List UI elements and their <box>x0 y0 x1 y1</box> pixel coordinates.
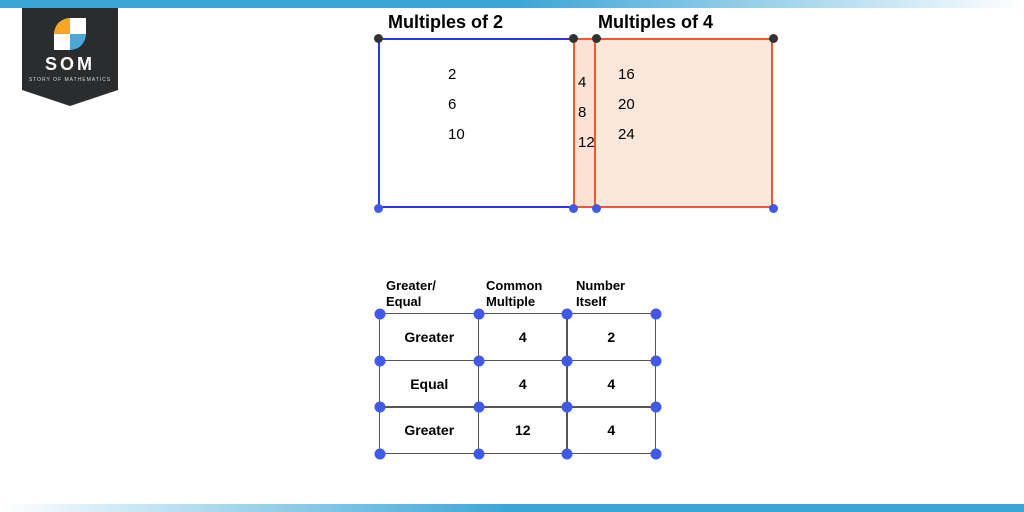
table-node-dot <box>650 448 661 459</box>
table-node-dot <box>375 355 386 366</box>
venn-corner-dot <box>592 204 601 213</box>
venn-overlap-values: 4 8 12 <box>578 68 595 158</box>
table-cell: 4 <box>478 360 568 408</box>
table-cell: Equal <box>379 360 479 408</box>
table-node-dot <box>650 402 661 413</box>
venn-corner-dot <box>569 204 578 213</box>
table-header-cell: Number Itself <box>570 278 660 310</box>
table-node-dot <box>650 355 661 366</box>
table-node-dot <box>562 448 573 459</box>
logo-subtitle: STORY OF MATHEMATICS <box>22 77 118 83</box>
venn-left-box <box>378 38 596 208</box>
logo-text: SOM <box>22 54 118 75</box>
table-header-cell: Greater/ Equal <box>380 278 480 310</box>
venn-left-values: 2 6 10 <box>448 60 465 150</box>
top-accent-bar <box>0 0 1024 8</box>
table-row: Equal44 <box>380 361 680 408</box>
venn-corner-dot <box>769 34 778 43</box>
table-row: Greater124 <box>380 407 680 454</box>
table-node-dot <box>562 402 573 413</box>
table-node-dot <box>473 355 484 366</box>
venn-diagram: Multiples of 2 Multiples of 4 2 6 10 4 8… <box>378 20 798 240</box>
venn-corner-dot <box>592 34 601 43</box>
table-node-dot <box>473 402 484 413</box>
table-node-dot <box>375 309 386 320</box>
logo-icon <box>54 18 86 50</box>
table-node-dot <box>473 309 484 320</box>
venn-corner-dot <box>374 204 383 213</box>
table-row: Greater42 <box>380 314 680 361</box>
table-node-dot <box>375 402 386 413</box>
table-node-dot <box>562 355 573 366</box>
table-cell: Greater <box>379 313 479 361</box>
venn-left-title: Multiples of 2 <box>388 12 503 33</box>
venn-corner-dot <box>569 34 578 43</box>
venn-right-box <box>573 38 773 208</box>
table-cell: 12 <box>478 406 568 454</box>
table-body: Greater42Equal44Greater124 <box>380 314 680 454</box>
table-node-dot <box>375 448 386 459</box>
table-header-cell: Common Multiple <box>480 278 570 310</box>
table-node-dot <box>562 309 573 320</box>
table-cell: 2 <box>566 313 656 361</box>
table-node-dot <box>650 309 661 320</box>
venn-corner-dot <box>374 34 383 43</box>
logo-badge: SOM STORY OF MATHEMATICS <box>22 8 118 90</box>
comparison-table: Greater/ Equal Common Multiple Number It… <box>380 278 680 454</box>
table-cell: 4 <box>566 406 656 454</box>
bottom-accent-bar <box>0 504 1024 512</box>
table-cell: 4 <box>566 360 656 408</box>
table-cell: Greater <box>379 406 479 454</box>
table-cell: 4 <box>478 313 568 361</box>
table-headers: Greater/ Equal Common Multiple Number It… <box>380 278 680 310</box>
venn-right-values: 16 20 24 <box>618 60 635 150</box>
table-node-dot <box>473 448 484 459</box>
venn-right-title: Multiples of 4 <box>598 12 713 33</box>
venn-corner-dot <box>769 204 778 213</box>
